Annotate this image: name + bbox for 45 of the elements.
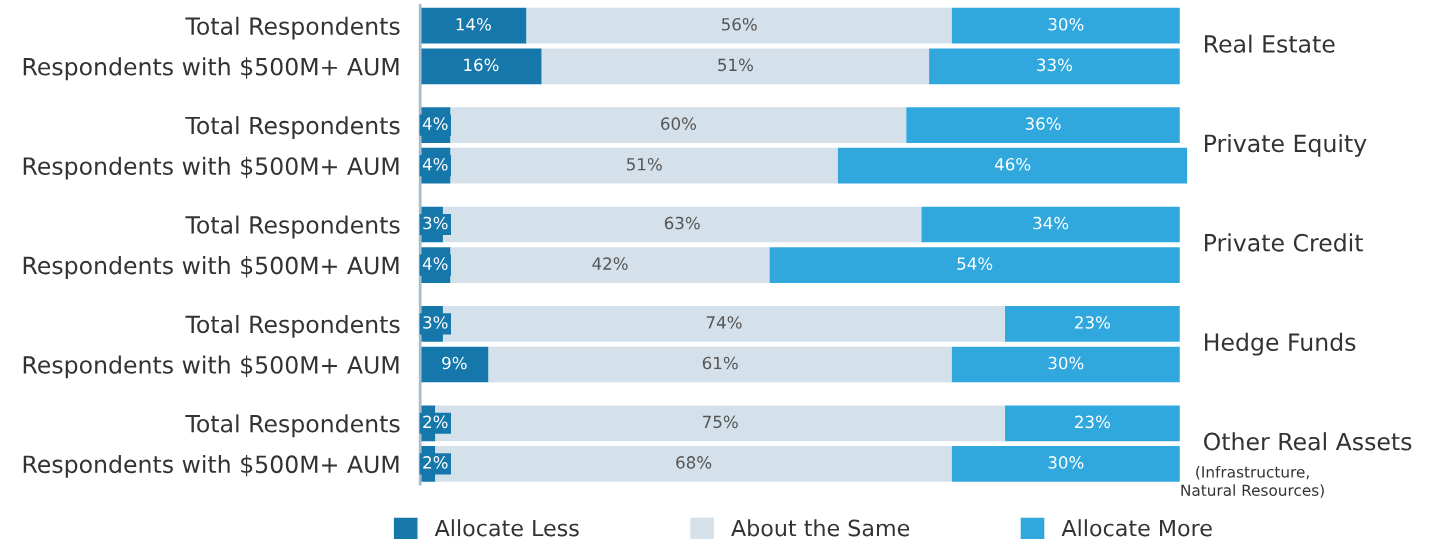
data-label: 60% (661, 117, 697, 130)
data-label: 56% (721, 17, 757, 31)
text: Other Real Assets (1204, 432, 1412, 451)
data-label: 63% (664, 216, 700, 230)
data-label: 34% (1033, 216, 1069, 230)
data-label: 68% (676, 456, 712, 469)
data-label: 30% (1048, 456, 1084, 469)
data-label: 33% (1037, 58, 1073, 72)
y-tick-label: Total Respondents (185, 414, 400, 438)
y-tick-label: Total Respondents (185, 116, 400, 139)
data-label: 4% (422, 157, 448, 171)
y-tick-label: Respondents with $500M+ AUM (23, 156, 399, 180)
legend-label: Allocate More (1061, 519, 1212, 537)
text: Private Credit (1205, 233, 1363, 252)
y-tick-label: Total Respondents (185, 215, 400, 239)
data-label: 30% (1048, 17, 1084, 31)
data-label: 54% (957, 257, 993, 270)
y-tick-label: Respondents with $500M+ AUM (23, 355, 399, 379)
data-label: 51% (718, 58, 753, 72)
data-label: 23% (1075, 415, 1111, 429)
data-label: 61% (702, 356, 738, 370)
data-label: 16% (464, 58, 499, 72)
data-label: 9% (442, 356, 467, 370)
y-tick-label: Respondents with $500M+ AUM (23, 256, 399, 279)
data-label: 46% (994, 157, 1031, 171)
legend-label: About the Same (731, 519, 910, 537)
text: Private Equity (1205, 133, 1367, 157)
text: Real Estate (1205, 34, 1335, 53)
y-tick-label: Total Respondents (185, 16, 400, 40)
data-label: 4% (422, 117, 448, 130)
data-label: 74% (706, 316, 742, 329)
data-label: 30% (1048, 356, 1084, 370)
data-label: 51% (627, 157, 662, 171)
data-label: 23% (1075, 316, 1111, 329)
data-label: 4% (422, 257, 448, 270)
y-tick-label: Respondents with $500M+ AUM (23, 57, 399, 81)
y-tick-label: Total Respondents (185, 314, 400, 338)
data-label: 75% (703, 415, 738, 429)
legend-label: Allocate Less (434, 519, 579, 537)
data-label: 36% (1025, 117, 1061, 130)
data-label: 42% (592, 257, 628, 270)
annotation: (Infrastructure, Natural Resources) (1181, 465, 1324, 498)
y-tick-label: Respondents with $500M+ AUM (23, 454, 399, 478)
data-label: 14% (456, 17, 491, 31)
text: Hedge Funds (1205, 332, 1356, 356)
